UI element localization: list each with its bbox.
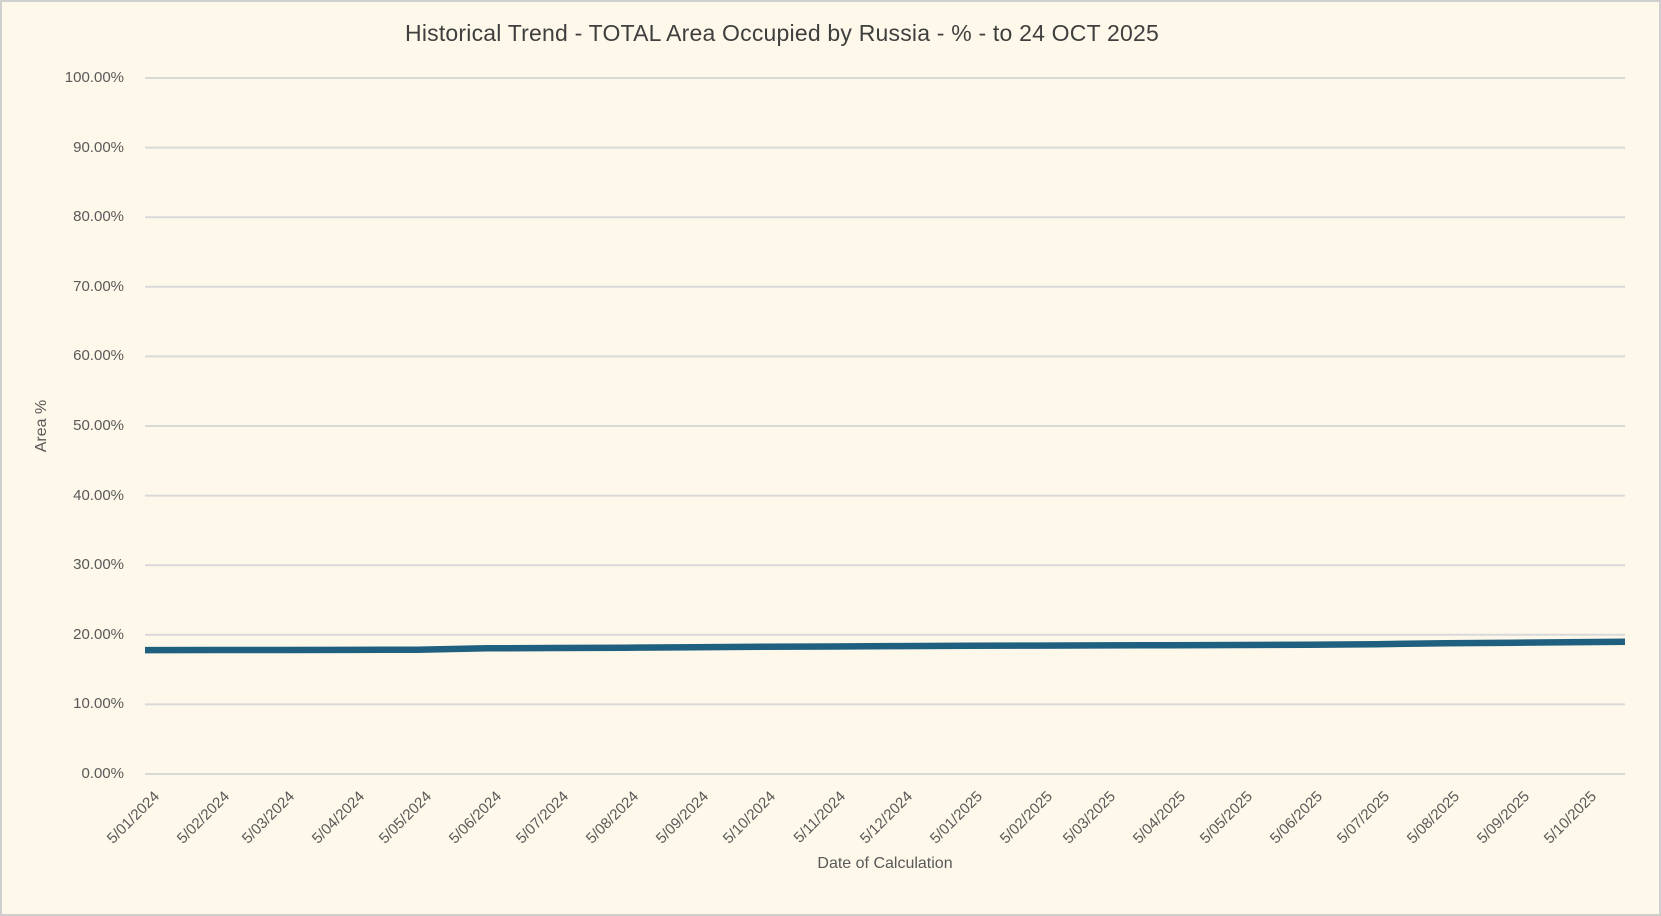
y-tick-label: 60.00% xyxy=(73,347,124,365)
chart-title: Historical Trend - TOTAL Area Occupied b… xyxy=(405,20,1159,46)
y-axis-title: Area % xyxy=(33,399,50,453)
y-tick-label: 70.00% xyxy=(73,277,124,295)
y-tick-label: 90.00% xyxy=(73,138,124,156)
data-series-line xyxy=(144,638,1626,654)
gridlines xyxy=(145,77,1625,775)
x-axis-title: Date of Calculation xyxy=(817,855,953,872)
y-tick-label: 80.00% xyxy=(73,208,124,226)
y-tick-label: 50.00% xyxy=(73,417,124,434)
y-tick-label: 10.00% xyxy=(73,695,124,713)
y-tick-label: 20.00% xyxy=(73,625,124,643)
y-tick-label: 100.00% xyxy=(64,69,124,86)
y-tick-label: 30.00% xyxy=(73,556,124,574)
trend-line xyxy=(144,638,1626,654)
y-tick-label: 0.00% xyxy=(81,765,124,782)
y-tick-label: 40.00% xyxy=(73,486,124,504)
